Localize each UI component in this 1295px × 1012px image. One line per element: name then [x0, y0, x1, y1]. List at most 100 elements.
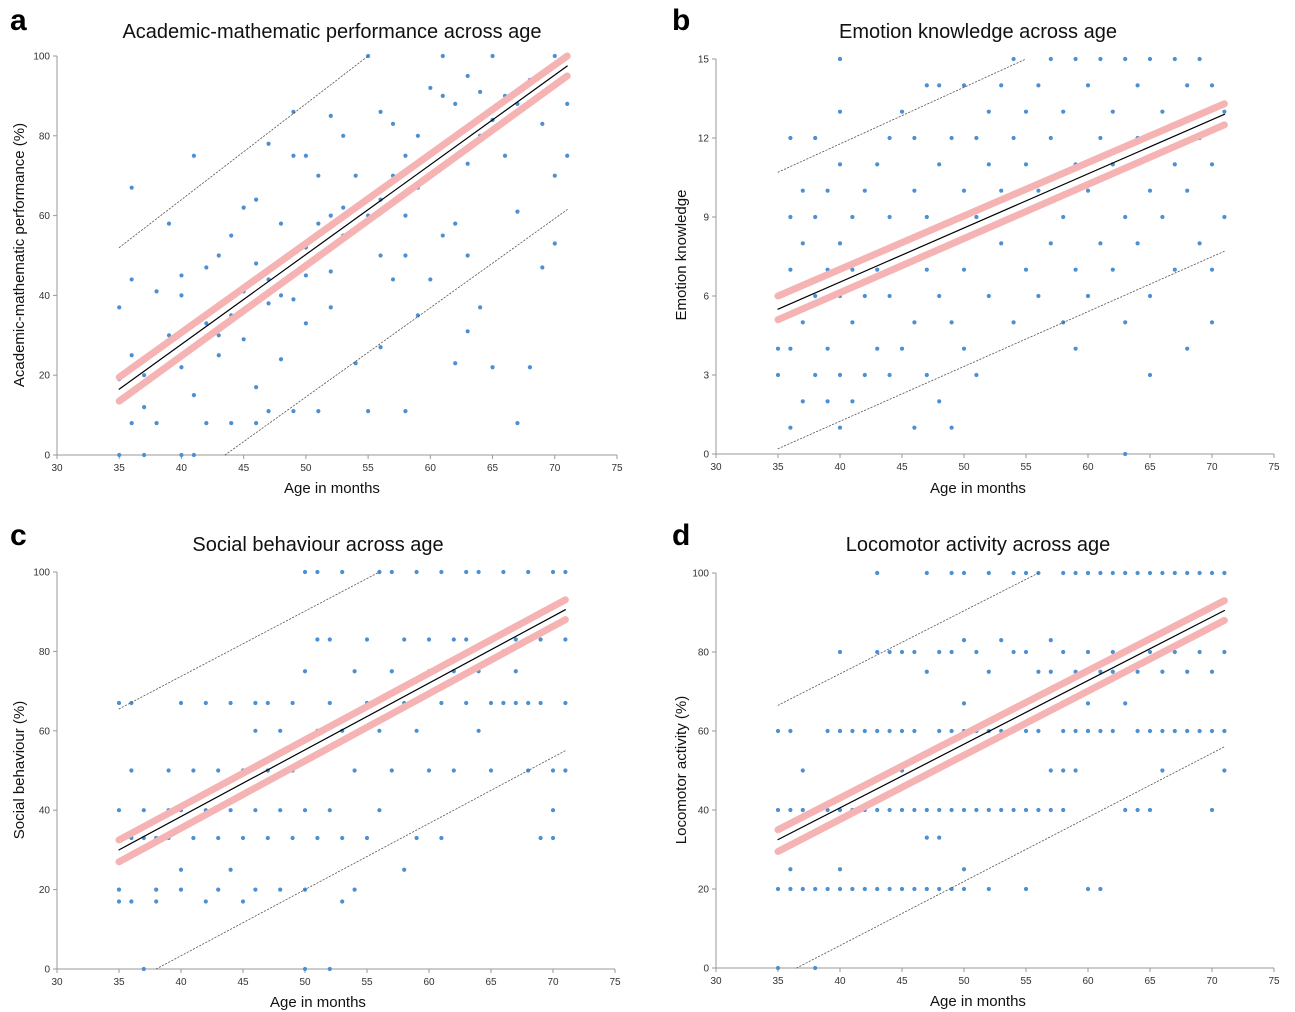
scatter-point [303, 273, 308, 278]
x-tick-label: 55 [1020, 462, 1032, 473]
scatter-point [178, 700, 184, 706]
scatter-point [875, 570, 880, 576]
scatter-point [390, 277, 396, 282]
scatter-point [1011, 56, 1016, 62]
scatter-point [862, 728, 867, 734]
scatter-point [278, 808, 283, 813]
scatter-point [216, 353, 221, 358]
scatter-point [440, 233, 445, 238]
scatter-point [414, 728, 419, 733]
scatter-point [302, 669, 308, 674]
y-tick-label: 80 [39, 647, 51, 658]
scatter-point [1023, 807, 1029, 813]
scatter-point [775, 728, 781, 734]
x-tick-label: 35 [113, 977, 125, 988]
scatter-point [191, 768, 196, 773]
scatter-point [1123, 451, 1128, 457]
scatter-point [825, 728, 830, 734]
scatter-point [974, 135, 979, 141]
scatter-point [1110, 649, 1115, 655]
scatter-point [837, 56, 843, 62]
x-axis-label: Age in months [270, 994, 366, 1011]
scatter-point [850, 214, 855, 220]
scatter-point [1085, 293, 1091, 299]
scatter-point [390, 121, 396, 126]
scatter-point [303, 321, 308, 326]
scatter-point [488, 700, 494, 706]
y-tick-label: 80 [39, 131, 51, 142]
scatter-point [800, 399, 805, 404]
scatter-point [937, 293, 942, 299]
scatter-point [800, 886, 805, 892]
scatter-point [924, 669, 929, 674]
scatter-point [552, 173, 557, 178]
scatter-point [1023, 886, 1029, 892]
scatter-point [565, 101, 570, 106]
scatter-point [1222, 728, 1227, 734]
scatter-point [229, 420, 234, 426]
scatter-point [937, 649, 942, 655]
scatter-point [788, 214, 793, 220]
scatter-point [949, 728, 954, 734]
scatter-point [501, 700, 506, 706]
scatter-point [203, 700, 208, 706]
scatter-point [1023, 649, 1029, 655]
scatter-point [476, 728, 481, 733]
scatter-point [875, 807, 880, 813]
scatter-point [1085, 188, 1091, 193]
scatter-point [887, 728, 892, 734]
scatter-point [526, 569, 531, 575]
scatter-point [1147, 807, 1153, 813]
scatter-point [364, 835, 370, 841]
scatter-point [403, 409, 408, 414]
scatter-point [464, 569, 469, 575]
scatter-point [1098, 56, 1103, 62]
y-tick-label: 40 [698, 806, 710, 817]
scatter-point [229, 233, 234, 238]
y-tick-label: 15 [698, 55, 710, 66]
scatter-point [887, 214, 892, 220]
scatter-point [961, 701, 967, 706]
scatter-point [266, 141, 271, 146]
chart-panel-c: c Social behaviour across age 30 35 40 45 50 55… [10, 519, 621, 1011]
scatter-point [316, 221, 321, 226]
scatter-point [315, 637, 320, 642]
x-tick-label: 70 [547, 977, 559, 988]
scatter-point [825, 886, 830, 892]
y-axis-label: Academic-mathematic performance (%) [11, 123, 28, 387]
scatter-point [440, 93, 445, 98]
scatter-point [986, 886, 991, 892]
scatter-point [1172, 267, 1177, 272]
scatter-point [1061, 649, 1066, 655]
scatter-point [1209, 320, 1215, 325]
scatter-point [265, 700, 270, 706]
scatter-point [1222, 768, 1227, 773]
scatter-point [912, 320, 917, 325]
scatter-point [1172, 162, 1177, 167]
scatter-point [887, 293, 892, 299]
scatter-point [1011, 807, 1016, 813]
x-tick-label: 30 [710, 462, 722, 473]
scatter-point [203, 899, 208, 904]
scatter-point [1061, 768, 1066, 773]
scatter-point [303, 153, 308, 158]
scatter-point [999, 83, 1004, 88]
scatter-point [937, 399, 942, 404]
confidence-band-upper [115, 52, 571, 381]
scatter-point [1098, 241, 1103, 246]
scatter-point [837, 425, 843, 430]
scatter-point [1048, 241, 1053, 246]
scatter-point [837, 372, 843, 378]
scatter-point [278, 357, 284, 362]
y-tick-label: 20 [39, 885, 51, 896]
scatter-point [178, 887, 184, 892]
scatter-point [1123, 214, 1128, 220]
scatter-point [887, 135, 892, 141]
chart-title: Locomotor activity across age [846, 534, 1111, 556]
scatter-point [154, 899, 159, 904]
scatter-point [788, 425, 793, 430]
scatter-point [937, 807, 942, 813]
scatter-point [142, 452, 147, 458]
scatter-point [1197, 56, 1202, 62]
